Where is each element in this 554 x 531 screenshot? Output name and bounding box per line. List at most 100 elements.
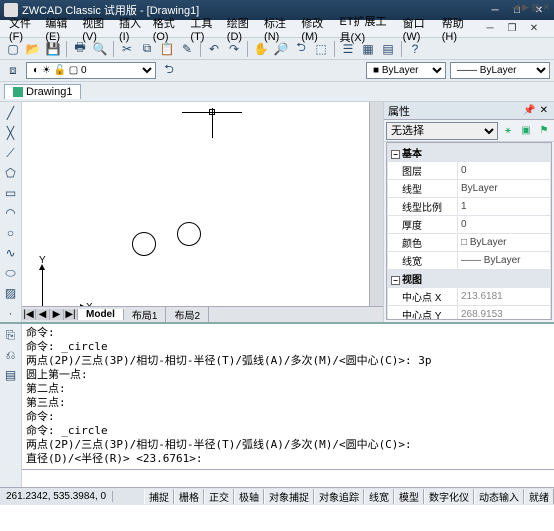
- xline-icon[interactable]: ╳: [2, 124, 20, 142]
- circle-shape: [177, 222, 201, 246]
- tab-nav-button[interactable]: |◀: [22, 309, 36, 320]
- zoom-prev-icon[interactable]: ⮌: [292, 40, 310, 58]
- drawing-area[interactable]: X Y |◀◀▶▶| Model布局1布局2: [22, 102, 384, 322]
- layer-select[interactable]: ◐ ☀ 🔓 ▢ 0: [26, 62, 156, 79]
- quick-select-icon[interactable]: ⚹: [500, 123, 516, 139]
- layer-toolbar: ⧈ ◐ ☀ 🔓 ▢ 0 ⮌ ■ ByLayer —— ByLayer: [0, 60, 554, 82]
- toggle-pickadd-icon[interactable]: ⚑: [536, 123, 552, 139]
- preview-icon[interactable]: 🔍: [91, 40, 109, 58]
- status-toggle[interactable]: 对象捕捉: [264, 489, 314, 504]
- undo-icon[interactable]: ↶: [205, 40, 223, 58]
- line-icon[interactable]: ╱: [2, 104, 20, 122]
- props-icon[interactable]: ☰: [339, 40, 357, 58]
- properties-grid[interactable]: −基本图层0线型ByLayer线型比例1厚度0颜色□ ByLayer线宽—— B…: [386, 142, 552, 320]
- layer-manager-icon[interactable]: ⧈: [4, 62, 22, 80]
- status-toggle[interactable]: 栅格: [174, 489, 204, 504]
- rect-icon[interactable]: ▭: [2, 184, 20, 202]
- pin-icon[interactable]: 📌: [521, 105, 537, 116]
- circle-icon[interactable]: ○: [2, 224, 20, 242]
- status-toggle[interactable]: 极轴: [234, 489, 264, 504]
- draw-toolbar: ╱ ╳ ⟋ ⬠ ▭ ◠ ○ ∿ ⬭ ▨ ·: [0, 102, 22, 322]
- command-toolbar: ⎘ ⎌ ▤: [0, 324, 22, 487]
- menu-item[interactable]: 绘图(D): [222, 15, 259, 43]
- zoom-win-icon[interactable]: ⬚: [312, 40, 330, 58]
- pan-icon[interactable]: ✋: [252, 40, 270, 58]
- cmd-tool-3-icon[interactable]: ▤: [2, 366, 20, 384]
- open-icon[interactable]: 📂: [24, 40, 42, 58]
- menu-item[interactable]: 标注(N): [259, 15, 296, 43]
- status-toggle[interactable]: 正交: [204, 489, 234, 504]
- doc-tab-label: Drawing1: [26, 86, 72, 98]
- tab-nav-button[interactable]: ▶: [50, 309, 64, 320]
- menu-bar: 文件(F)编辑(E)视图(V)插入(I)格式(O)工具(T)绘图(D)标注(N)…: [0, 20, 554, 38]
- main-area: ╱ ╳ ⟋ ⬠ ▭ ◠ ○ ∿ ⬭ ▨ · X Y |◀◀▶▶| Model布局…: [0, 102, 554, 322]
- menu-item[interactable]: 插入(I): [114, 15, 148, 43]
- layout-tab[interactable]: 布局1: [124, 307, 167, 322]
- status-bar: 261.2342, 535.3984, 0 捕捉栅格正交极轴对象捕捉对象追踪线宽…: [0, 487, 554, 505]
- document-tab[interactable]: Drawing1: [4, 84, 81, 99]
- pline-icon[interactable]: ⟋: [2, 144, 20, 162]
- child-minimize-button[interactable]: ─: [479, 21, 501, 37]
- tool-palette-icon[interactable]: ▤: [379, 40, 397, 58]
- doc-icon: [13, 87, 23, 97]
- status-toggle[interactable]: 数字化仪: [424, 489, 474, 504]
- cut-icon[interactable]: ✂: [118, 40, 136, 58]
- tab-nav-button[interactable]: ▶|: [64, 309, 78, 320]
- layout-tabs: |◀◀▶▶| Model布局1布局2: [22, 306, 383, 322]
- properties-panel: 属性 📌 ✕ 无选择 ⚹ ▣ ⚑ −基本图层0线型ByLayer线型比例1厚度0…: [384, 102, 554, 322]
- menu-item[interactable]: 编辑(E): [40, 15, 77, 43]
- tab-nav-button[interactable]: ◀: [36, 309, 50, 320]
- redo-icon[interactable]: ↷: [225, 40, 243, 58]
- command-history[interactable]: 命令: 命令: _circle 两点(2P)/三点(3P)/相切-相切-半径(T…: [22, 324, 554, 469]
- copy-icon[interactable]: ⧉: [138, 40, 156, 58]
- layout-tab[interactable]: Model: [78, 309, 124, 320]
- properties-header: 属性 📌 ✕: [384, 102, 554, 120]
- status-toggle[interactable]: 线宽: [364, 489, 394, 504]
- menu-item[interactable]: 格式(O): [148, 15, 186, 43]
- ellipse-icon[interactable]: ⬭: [2, 264, 20, 282]
- hatch-icon[interactable]: ▨: [2, 284, 20, 302]
- document-tab-bar: Drawing1 ◀ ▶ ▨ ✕: [0, 82, 554, 102]
- panel-close-icon[interactable]: ✕: [538, 105, 550, 116]
- status-toggle[interactable]: 就绪: [524, 489, 554, 504]
- child-restore-button[interactable]: ❐: [501, 21, 523, 37]
- color-select[interactable]: ■ ByLayer: [366, 62, 446, 79]
- help-icon[interactable]: ?: [406, 40, 424, 58]
- menu-item[interactable]: 工具(T): [185, 15, 221, 43]
- spline-icon[interactable]: ∿: [2, 244, 20, 262]
- circle-shape: [132, 232, 156, 256]
- save-icon[interactable]: 💾: [44, 40, 62, 58]
- design-center-icon[interactable]: ▦: [359, 40, 377, 58]
- new-icon[interactable]: ▢: [4, 40, 22, 58]
- layer-prev-icon[interactable]: ⮌: [160, 62, 178, 80]
- status-toggle[interactable]: 对象追踪: [314, 489, 364, 504]
- select-objects-icon[interactable]: ▣: [518, 123, 534, 139]
- selection-row: 无选择 ⚹ ▣ ⚑: [384, 120, 554, 142]
- menu-item[interactable]: 帮助(H): [437, 15, 474, 43]
- point-icon[interactable]: ·: [2, 304, 20, 322]
- arc-icon[interactable]: ◠: [2, 204, 20, 222]
- coordinates: 261.2342, 535.3984, 0: [0, 491, 113, 502]
- zoom-icon[interactable]: 🔎: [272, 40, 290, 58]
- polygon-icon[interactable]: ⬠: [2, 164, 20, 182]
- command-input[interactable]: [22, 470, 554, 487]
- menu-item[interactable]: 文件(F): [4, 15, 40, 43]
- status-toggle[interactable]: 模型: [394, 489, 424, 504]
- linetype-select[interactable]: —— ByLayer: [450, 62, 550, 79]
- cmd-tool-2-icon[interactable]: ⎌: [2, 346, 20, 364]
- layout-tab[interactable]: 布局2: [166, 307, 209, 322]
- cmd-tool-1-icon[interactable]: ⎘: [2, 326, 20, 344]
- minimize-button[interactable]: ─: [484, 2, 506, 18]
- command-input-row: [22, 469, 554, 487]
- tab-nav[interactable]: ◀ ▶ ▨ ✕: [513, 2, 550, 13]
- vertical-scrollbar[interactable]: [369, 102, 383, 306]
- status-toggle[interactable]: 捕捉: [144, 489, 174, 504]
- match-icon[interactable]: ✎: [178, 40, 196, 58]
- print-icon[interactable]: 🖶: [71, 40, 89, 58]
- status-toggle[interactable]: 动态输入: [474, 489, 524, 504]
- menu-item[interactable]: 窗口(W): [398, 15, 437, 43]
- selection-dropdown[interactable]: 无选择: [386, 122, 498, 140]
- paste-icon[interactable]: 📋: [158, 40, 176, 58]
- child-close-button[interactable]: ✕: [523, 21, 545, 37]
- command-area: ⎘ ⎌ ▤ 命令: 命令: _circle 两点(2P)/三点(3P)/相切-相…: [0, 322, 554, 487]
